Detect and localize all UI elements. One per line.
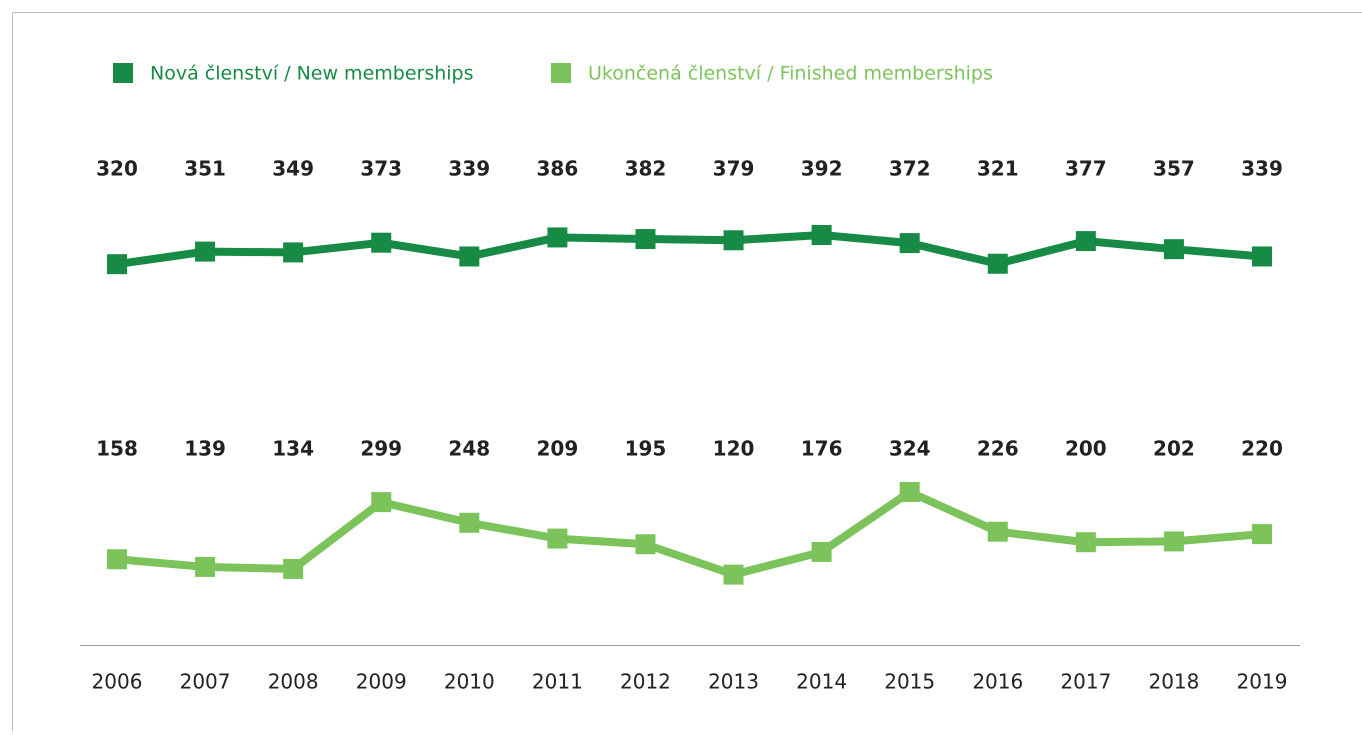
point-marker: [811, 541, 832, 562]
point-marker: [459, 246, 480, 267]
legend-label: Nová členství / New memberships: [150, 63, 474, 85]
data-label: 349: [272, 157, 314, 181]
series-line: [116, 488, 1263, 579]
data-label: 339: [448, 157, 490, 181]
x-tick-label: 2012: [620, 670, 671, 694]
point-marker: [899, 482, 920, 502]
point-marker: [1075, 231, 1096, 252]
data-label: 372: [889, 157, 931, 181]
data-label: 379: [713, 157, 755, 181]
x-tick-label: 2014: [796, 670, 847, 694]
point-marker: [635, 534, 656, 555]
x-tick-label: 2006: [92, 670, 143, 694]
point-marker: [1163, 239, 1184, 260]
point-marker: [547, 227, 568, 248]
data-label: 248: [448, 437, 490, 461]
legend-label: Ukončená členství / Finished memberships: [588, 63, 993, 85]
legend-swatch: [551, 63, 571, 83]
data-label: 176: [801, 437, 843, 461]
point-marker: [1163, 531, 1184, 552]
x-tick-label: 2008: [268, 670, 319, 694]
point-marker: [195, 556, 216, 577]
data-label: 382: [625, 157, 667, 181]
x-tick-label: 2018: [1148, 670, 1199, 694]
data-label: 339: [1241, 157, 1283, 181]
data-label: 134: [272, 437, 314, 461]
x-tick-label: 2011: [532, 670, 583, 694]
point-marker: [723, 230, 744, 251]
point-marker: [547, 528, 568, 549]
data-label: 220: [1241, 437, 1283, 461]
data-label: 200: [1065, 437, 1107, 461]
point-marker: [987, 253, 1008, 274]
x-tick-label: 2009: [356, 670, 407, 694]
point-marker: [1252, 524, 1272, 545]
data-label: 158: [96, 437, 138, 461]
data-label: 320: [96, 157, 138, 181]
series-line: [116, 231, 1263, 269]
point-marker: [987, 521, 1008, 542]
data-label: 386: [537, 157, 579, 181]
point-marker: [459, 512, 480, 533]
data-label: 299: [360, 437, 402, 461]
data-label: 226: [977, 437, 1019, 461]
point-marker: [283, 558, 304, 579]
data-label: 209: [537, 437, 579, 461]
data-label: 324: [889, 437, 931, 461]
point-marker: [1075, 532, 1096, 553]
x-tick-label: 2017: [1060, 670, 1111, 694]
data-label: 357: [1153, 157, 1195, 181]
x-tick-label: 2013: [708, 670, 759, 694]
point-marker: [107, 549, 127, 570]
data-label: 321: [977, 157, 1019, 181]
point-marker: [723, 564, 744, 585]
point-marker: [371, 492, 392, 513]
point-marker: [107, 254, 127, 275]
point-marker: [635, 229, 656, 250]
data-label: 377: [1065, 157, 1107, 181]
x-tick-label: 2019: [1237, 670, 1288, 694]
x-tick-label: 2007: [180, 670, 231, 694]
point-marker: [283, 242, 304, 263]
data-label: 373: [360, 157, 402, 181]
legend-swatch: [113, 63, 133, 83]
data-label: 139: [184, 437, 226, 461]
point-marker: [195, 241, 216, 262]
data-label: 120: [713, 437, 755, 461]
point-marker: [899, 233, 920, 254]
point-marker: [811, 225, 832, 245]
data-label: 351: [184, 157, 226, 181]
x-tick-label: 2015: [884, 670, 935, 694]
x-tick-label: 2016: [972, 670, 1023, 694]
point-marker: [371, 232, 392, 253]
point-marker: [1252, 246, 1272, 267]
x-tick-label: 2010: [444, 670, 495, 694]
data-label: 195: [625, 437, 667, 461]
data-label: 202: [1153, 437, 1195, 461]
data-label: 392: [801, 157, 843, 181]
